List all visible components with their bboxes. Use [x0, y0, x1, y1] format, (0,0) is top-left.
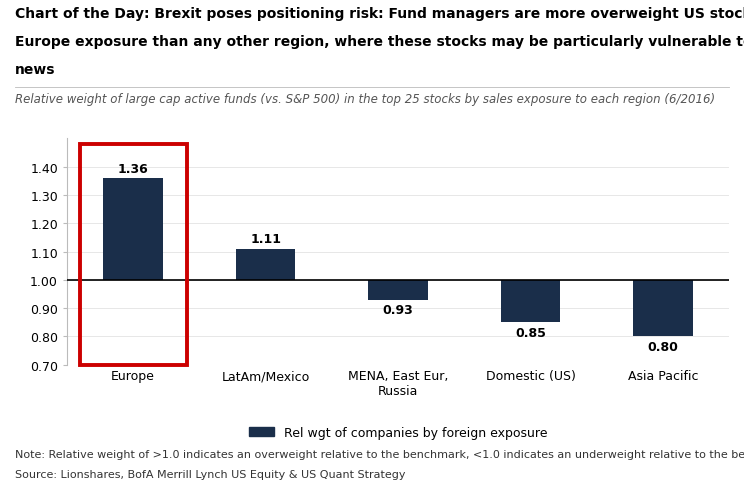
Legend: Rel wgt of companies by foreign exposure: Rel wgt of companies by foreign exposure: [244, 421, 552, 444]
Text: news: news: [15, 63, 55, 77]
Text: Relative weight of large cap active funds (vs. S&P 500) in the top 25 stocks by : Relative weight of large cap active fund…: [15, 93, 715, 106]
Text: 0.80: 0.80: [647, 340, 679, 353]
Text: 1.11: 1.11: [250, 233, 281, 246]
Text: Source: Lionshares, BofA Merrill Lynch US Equity & US Quant Strategy: Source: Lionshares, BofA Merrill Lynch U…: [15, 469, 405, 479]
Bar: [501, 280, 560, 323]
Text: 0.85: 0.85: [515, 326, 546, 339]
Text: 0.93: 0.93: [382, 303, 414, 316]
Bar: [236, 249, 295, 280]
Bar: [80, 145, 187, 365]
Bar: [368, 280, 428, 300]
Text: Chart of the Day: Brexit poses positioning risk: Fund managers are more overweig: Chart of the Day: Brexit poses positioni…: [15, 7, 744, 21]
Bar: [103, 179, 163, 280]
Text: Note: Relative weight of >1.0 indicates an overweight relative to the benchmark,: Note: Relative weight of >1.0 indicates …: [15, 449, 744, 459]
Text: Europe exposure than any other region, where these stocks may be particularly vu: Europe exposure than any other region, w…: [15, 35, 744, 49]
Bar: [633, 280, 693, 336]
Text: 1.36: 1.36: [118, 162, 149, 175]
